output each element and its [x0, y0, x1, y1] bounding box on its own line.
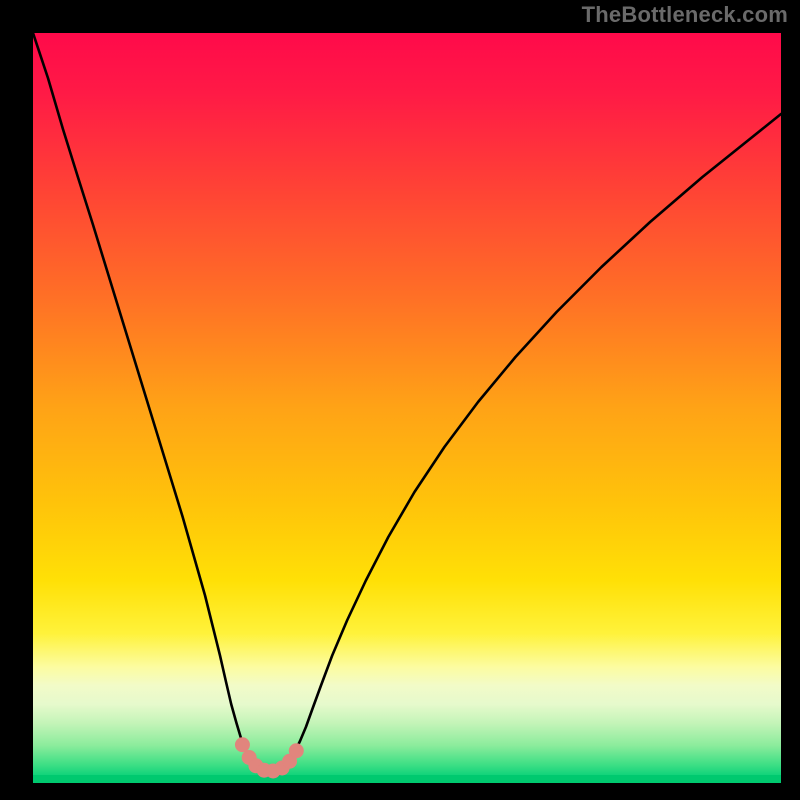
- curve-marker: [289, 744, 303, 758]
- plot-area: [33, 33, 781, 783]
- chart-outer-frame: TheBottleneck.com: [0, 0, 800, 800]
- marker-group: [235, 738, 303, 778]
- curve-marker: [235, 738, 249, 752]
- curve-layer: [33, 33, 781, 783]
- watermark-label: TheBottleneck.com: [582, 2, 788, 28]
- bottleneck-curve: [33, 33, 781, 771]
